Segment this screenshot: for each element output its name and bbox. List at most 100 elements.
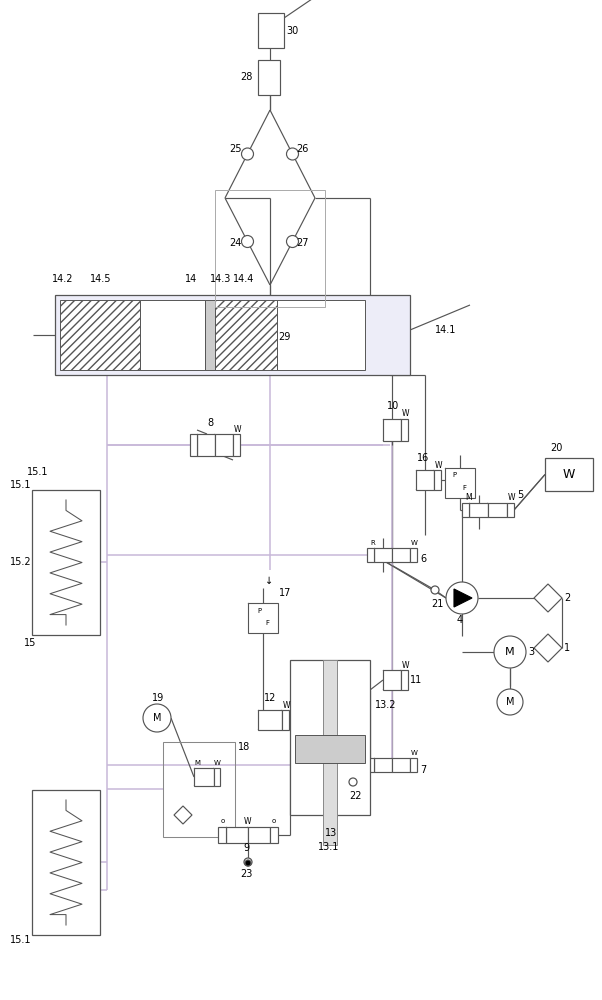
Polygon shape: [454, 589, 472, 607]
Bar: [507, 503, 514, 517]
Text: M: M: [506, 697, 514, 707]
Bar: [215, 434, 233, 456]
Text: 4: 4: [457, 615, 463, 625]
Text: 29: 29: [278, 332, 290, 342]
Bar: [233, 434, 240, 456]
Circle shape: [497, 689, 523, 715]
Polygon shape: [174, 806, 192, 824]
Circle shape: [241, 148, 253, 160]
Text: 16: 16: [417, 453, 429, 463]
Bar: [392, 548, 410, 562]
Text: W: W: [402, 660, 409, 670]
Bar: [323, 660, 337, 845]
Text: W: W: [234, 424, 241, 434]
Text: 30: 30: [286, 25, 298, 35]
Text: 15.1: 15.1: [27, 467, 49, 477]
Text: 24: 24: [229, 238, 242, 248]
Bar: [383, 670, 401, 690]
Circle shape: [241, 235, 253, 247]
Circle shape: [287, 148, 299, 160]
Text: M: M: [505, 647, 515, 657]
Circle shape: [143, 704, 171, 732]
Bar: [197, 434, 215, 456]
Text: 15.1: 15.1: [10, 480, 31, 490]
Bar: [445, 468, 475, 498]
Bar: [290, 660, 370, 815]
Text: 5: 5: [517, 490, 523, 500]
Text: 15: 15: [24, 638, 36, 648]
Text: M: M: [153, 713, 161, 723]
Text: 25: 25: [229, 144, 242, 154]
Circle shape: [431, 586, 439, 594]
Bar: [215, 190, 325, 307]
Text: 2: 2: [564, 593, 570, 603]
Bar: [32, 790, 100, 935]
Bar: [205, 300, 215, 370]
Bar: [469, 503, 488, 517]
Text: W: W: [411, 540, 418, 546]
Bar: [434, 470, 441, 490]
Bar: [218, 827, 226, 843]
Bar: [410, 548, 417, 562]
Text: 15.2: 15.2: [10, 557, 32, 567]
Bar: [215, 300, 277, 370]
Text: 28: 28: [240, 73, 252, 83]
Bar: [410, 758, 417, 772]
Bar: [367, 758, 374, 772]
Bar: [226, 827, 248, 843]
Text: P: P: [452, 472, 456, 478]
Circle shape: [244, 858, 252, 866]
Text: F: F: [462, 485, 466, 491]
Text: 26: 26: [297, 144, 309, 154]
Text: 11: 11: [410, 675, 422, 685]
Bar: [488, 503, 507, 517]
Bar: [60, 300, 140, 370]
Bar: [462, 503, 469, 517]
Text: 14.3: 14.3: [210, 274, 231, 284]
Text: ↓: ↓: [265, 576, 273, 586]
Text: 13.2: 13.2: [375, 700, 397, 710]
Bar: [416, 470, 434, 490]
Bar: [277, 300, 365, 370]
Text: 27: 27: [297, 238, 309, 248]
Bar: [367, 548, 374, 562]
Bar: [282, 710, 289, 730]
Bar: [163, 742, 235, 837]
Text: W: W: [508, 493, 515, 502]
Bar: [32, 490, 100, 635]
Text: 14.1: 14.1: [435, 325, 456, 335]
Bar: [401, 670, 408, 690]
Text: 3: 3: [528, 647, 534, 657]
Text: 14: 14: [185, 274, 197, 284]
Text: P: P: [257, 608, 261, 614]
Bar: [248, 603, 278, 633]
Text: 13: 13: [325, 828, 337, 838]
Bar: [248, 827, 270, 843]
Text: M: M: [465, 493, 471, 502]
Text: 12: 12: [264, 693, 276, 703]
Text: o: o: [272, 818, 276, 824]
Text: 18: 18: [238, 742, 250, 752]
Circle shape: [287, 235, 299, 247]
Bar: [258, 710, 282, 730]
Polygon shape: [534, 584, 562, 612]
Bar: [258, 13, 284, 48]
Bar: [194, 768, 214, 786]
Text: 15.1: 15.1: [10, 935, 31, 945]
Text: W: W: [563, 468, 575, 481]
Bar: [258, 60, 280, 95]
Bar: [401, 419, 408, 441]
Text: 8: 8: [207, 418, 213, 428]
Text: 1: 1: [564, 643, 570, 653]
Text: 13.1: 13.1: [318, 842, 340, 852]
Bar: [392, 758, 410, 772]
Bar: [140, 300, 205, 370]
Text: 14.5: 14.5: [90, 274, 111, 284]
Circle shape: [494, 636, 526, 668]
Text: W: W: [435, 460, 442, 470]
Text: 9: 9: [243, 843, 249, 853]
Text: 19: 19: [152, 693, 164, 703]
Text: 10: 10: [387, 401, 399, 411]
Text: 23: 23: [240, 869, 252, 879]
Bar: [270, 827, 278, 843]
